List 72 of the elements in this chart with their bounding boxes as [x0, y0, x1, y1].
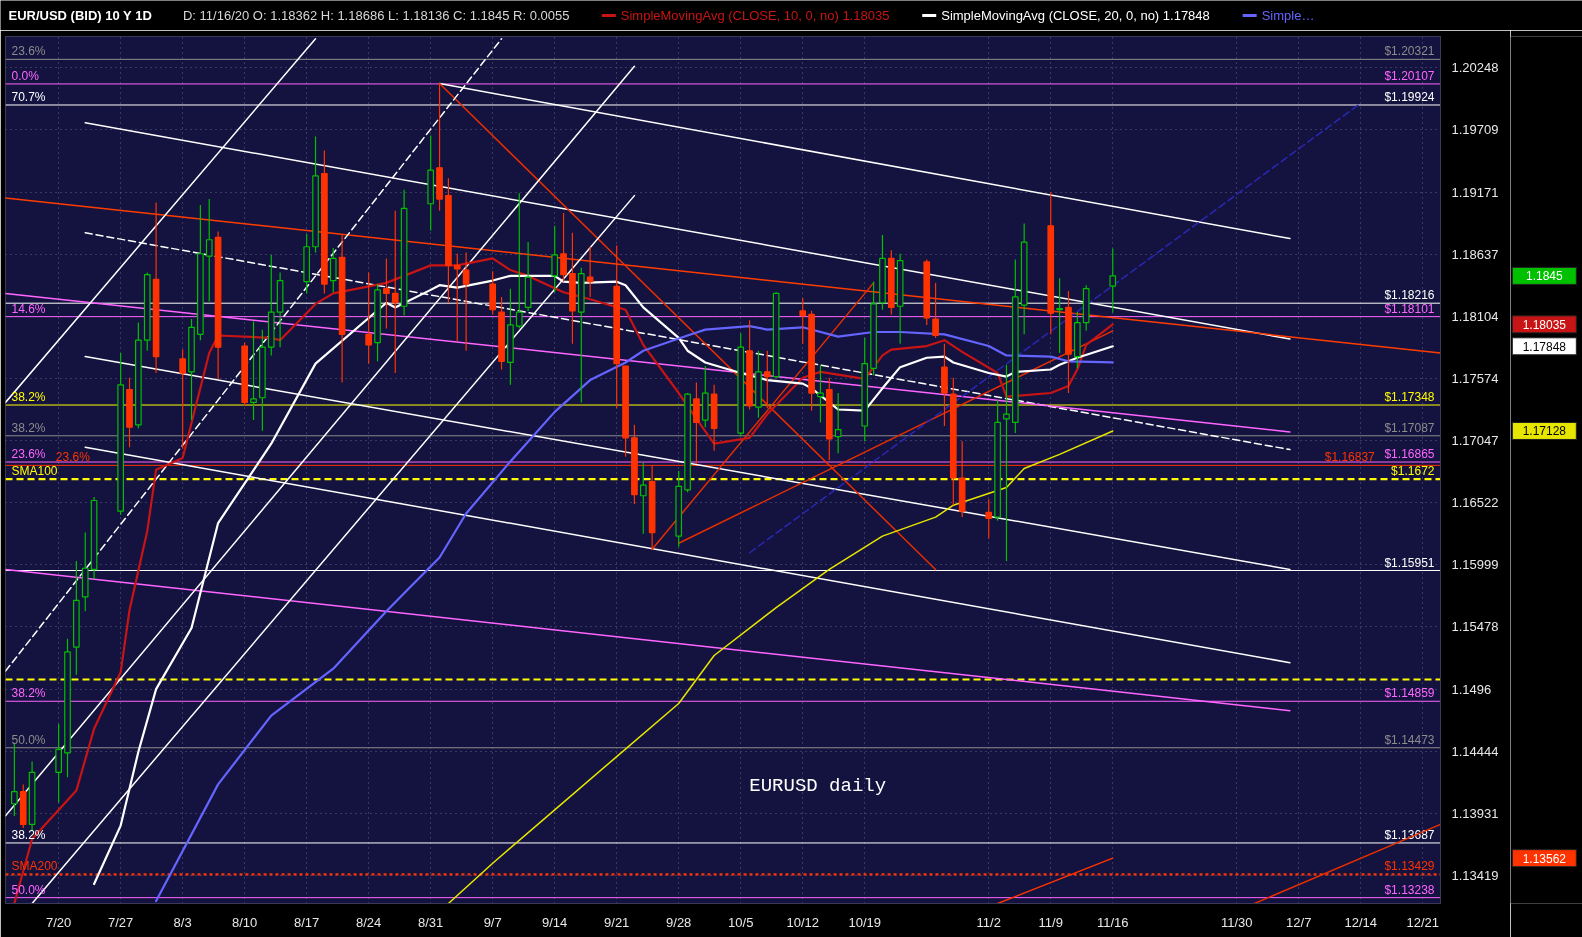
x-tick-label: 8/17: [294, 914, 320, 930]
annotation: SMA100: [11, 464, 58, 479]
x-tick-label: 12/7: [1286, 914, 1312, 930]
x-tick-label: 8/3: [173, 914, 192, 930]
ref-line-label: $1.18101: [1384, 301, 1435, 316]
annotation: 23.6%: [11, 447, 46, 462]
x-tick-label: 11/30: [1220, 914, 1253, 930]
y-tick-label: 1.18104: [1451, 308, 1499, 324]
annotation: 14.6%: [11, 301, 46, 316]
ref-line-label: $1.13238: [1384, 882, 1435, 897]
y-tick-label: 1.17574: [1451, 370, 1499, 386]
annotation: 38.2%: [11, 420, 46, 435]
x-tick-label: 10/5: [728, 914, 754, 930]
annotation: 38.2%: [11, 390, 46, 405]
y2-tick-label: 1.13562: [1522, 851, 1567, 866]
annotation: 70.7%: [11, 90, 46, 104]
ref-line-label: $1.14473: [1384, 732, 1435, 747]
ref-line-label: $1.20321: [1384, 44, 1435, 59]
x-tick-label: 10/19: [848, 914, 882, 930]
y-tick-label: 1.15999: [1451, 557, 1499, 573]
x-tick-label: 12/21: [1406, 914, 1440, 930]
ref-line-label: $1.13429: [1384, 859, 1435, 874]
y-tick-label: 1.15478: [1451, 619, 1499, 635]
annotation: 50.0%: [11, 732, 46, 747]
x-tick-label: 11/2: [976, 914, 1001, 930]
x-tick-label: 11/9: [1038, 914, 1063, 930]
chart-subtitle: D: 11/16/20 O: 1.18362 H: 1.18686 L: 1.18136 C: 1.1845 R: 0.0055: [182, 8, 570, 23]
x-tick-label: 12/14: [1344, 914, 1378, 930]
ref-line-label: $1.17348: [1384, 390, 1435, 405]
y-tick-label: 1.14444: [1451, 743, 1499, 759]
x-tick-label: 9/7: [483, 914, 502, 930]
ref-line-label: $1.15951: [1384, 555, 1435, 570]
ref-line-label: $1.14859: [1384, 686, 1435, 701]
ref-line-label: $1.17087: [1384, 420, 1435, 435]
y2-tick-label: 1.17848: [1522, 339, 1567, 354]
annotation: 23.6%: [11, 44, 46, 59]
x-tick-label: 7/27: [108, 914, 134, 930]
legend-label: SimpleMovingAvg (CLOSE, 20, 0, no) 1.17848: [941, 8, 1210, 23]
y-tick-label: 1.13931: [1451, 805, 1499, 821]
y2-tick-label: 1.18035: [1522, 317, 1567, 332]
y2-tick-label: 1.1845: [1525, 269, 1564, 284]
legend-label: SimpleMovingAvg (CLOSE, 10, 0, no) 1.18035: [620, 8, 890, 23]
x-tick-label: 7/20: [46, 914, 72, 930]
annotation: EURUSD daily: [749, 775, 887, 798]
y-tick-label: 1.19171: [1451, 184, 1499, 200]
annotation: 0.0%: [11, 68, 40, 83]
annotation: 38.2%: [11, 686, 46, 701]
chart-title: EUR/USD (BID) 10 Y 1D: [8, 8, 152, 23]
x-tick-label: 8/31: [418, 914, 444, 930]
annotation: 23.6%: [55, 450, 91, 465]
y-tick-label: 1.1496: [1451, 681, 1492, 697]
y2-tick-label: 1.17128: [1522, 424, 1567, 439]
ref-line-label: $1.19924: [1384, 90, 1435, 104]
x-tick-label: 9/14: [542, 914, 568, 930]
y-tick-label: 1.16522: [1451, 495, 1499, 511]
y-tick-label: 1.20248: [1451, 60, 1499, 76]
x-tick-label: 8/10: [232, 914, 258, 930]
ref-line-label: $1.16865: [1384, 447, 1435, 462]
ref-line-label: $1.20107: [1384, 68, 1435, 83]
y-tick-label: 1.19709: [1451, 122, 1499, 138]
legend-label: Simple…: [1261, 8, 1315, 23]
x-tick-label: 8/24: [356, 914, 382, 930]
x-tick-label: 11/16: [1096, 914, 1129, 930]
x-tick-label: 9/21: [604, 914, 630, 930]
ref-line-label: $1.16837: [1324, 450, 1376, 465]
y-tick-label: 1.17047: [1451, 433, 1499, 449]
x-tick-label: 10/12: [786, 914, 819, 930]
ref-line-label: $1.18216: [1384, 288, 1435, 303]
y-tick-label: 1.18637: [1451, 246, 1499, 262]
ref-line-label: $1.1672: [1391, 464, 1435, 479]
x-tick-label: 9/28: [666, 914, 692, 930]
y-tick-label: 1.13419: [1451, 868, 1499, 884]
